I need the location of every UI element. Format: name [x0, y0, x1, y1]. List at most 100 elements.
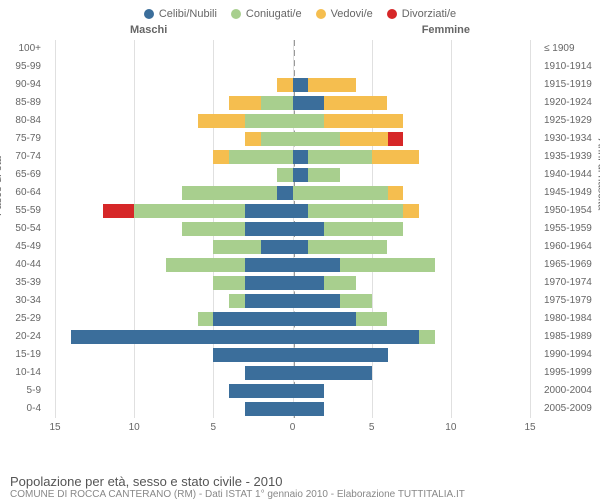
age-tick: 95-99 — [15, 62, 41, 72]
segment — [182, 186, 277, 201]
female-bar — [293, 384, 531, 399]
bar-row — [55, 186, 530, 201]
bar-row — [55, 114, 530, 129]
segment — [324, 222, 403, 237]
x-tick: 5 — [369, 422, 375, 433]
segment — [308, 150, 371, 165]
x-tick: 0 — [290, 422, 296, 433]
segment — [166, 258, 245, 273]
bar-row — [55, 78, 530, 93]
female-bar — [293, 294, 531, 309]
plot-area — [55, 40, 530, 418]
female-bar — [293, 132, 531, 147]
segment — [388, 186, 404, 201]
segment — [372, 150, 420, 165]
age-tick: 75-79 — [15, 134, 41, 144]
segment — [324, 276, 356, 291]
male-bar — [55, 186, 293, 201]
segment — [340, 258, 435, 273]
age-tick: 0-4 — [27, 404, 41, 414]
age-axis: 100+95-9990-9485-8980-8475-7970-7465-696… — [0, 40, 45, 440]
female-bar — [293, 240, 531, 255]
segment — [308, 78, 356, 93]
male-bar — [55, 204, 293, 219]
male-bar — [55, 258, 293, 273]
female-bar — [293, 78, 531, 93]
segment — [213, 312, 292, 327]
legend-item: Divorziati/e — [387, 8, 456, 20]
age-tick: 65-69 — [15, 170, 41, 180]
birth-tick: 1920-1924 — [544, 98, 592, 108]
female-bar — [293, 60, 531, 75]
age-tick: 30-34 — [15, 296, 41, 306]
age-tick: 80-84 — [15, 116, 41, 126]
segment — [293, 186, 388, 201]
legend-swatch — [316, 9, 326, 19]
male-bar — [55, 294, 293, 309]
bar-row — [55, 96, 530, 111]
female-bar — [293, 348, 531, 363]
segment — [71, 330, 293, 345]
segment — [293, 276, 325, 291]
male-bar — [55, 222, 293, 237]
segment — [293, 150, 309, 165]
segment — [308, 240, 387, 255]
bar-row — [55, 132, 530, 147]
birth-tick: 1990-1994 — [544, 350, 592, 360]
male-bar — [55, 384, 293, 399]
bar-row — [55, 168, 530, 183]
bar-row — [55, 312, 530, 327]
legend: Celibi/NubiliConiugati/eVedovi/eDivorzia… — [0, 0, 600, 24]
female-bar — [293, 276, 531, 291]
legend-swatch — [231, 9, 241, 19]
birth-tick: 1980-1984 — [544, 314, 592, 324]
age-tick: 35-39 — [15, 278, 41, 288]
female-bar — [293, 330, 531, 345]
male-bar — [55, 132, 293, 147]
birth-tick: 1915-1919 — [544, 80, 592, 90]
birth-tick: 1975-1979 — [544, 296, 592, 306]
x-tick: 10 — [445, 422, 456, 433]
x-tick: 10 — [129, 422, 140, 433]
age-tick: 90-94 — [15, 80, 41, 90]
bar-row — [55, 294, 530, 309]
male-bar — [55, 402, 293, 417]
segment — [293, 78, 309, 93]
segment — [229, 294, 245, 309]
birth-tick: 1945-1949 — [544, 188, 592, 198]
male-bar — [55, 150, 293, 165]
segment — [245, 114, 293, 129]
bar-row — [55, 258, 530, 273]
age-tick: 60-64 — [15, 188, 41, 198]
birth-tick: 1995-1999 — [544, 368, 592, 378]
segment — [419, 330, 435, 345]
male-bar — [55, 312, 293, 327]
gender-headers: Maschi Femmine — [0, 24, 600, 40]
bar-row — [55, 366, 530, 381]
age-tick: 70-74 — [15, 152, 41, 162]
male-header: Maschi — [130, 24, 167, 36]
birth-tick: 2000-2004 — [544, 386, 592, 396]
segment — [245, 132, 261, 147]
female-bar — [293, 204, 531, 219]
age-tick: 5-9 — [27, 386, 41, 396]
birth-tick: 1960-1964 — [544, 242, 592, 252]
segment — [293, 222, 325, 237]
segment — [103, 204, 135, 219]
birth-tick: ≤ 1909 — [544, 44, 575, 54]
segment — [293, 114, 325, 129]
bar-row — [55, 348, 530, 363]
birth-tick: 1955-1959 — [544, 224, 592, 234]
birth-tick: 1925-1929 — [544, 116, 592, 126]
female-bar — [293, 42, 531, 57]
segment — [134, 204, 245, 219]
segment — [245, 204, 293, 219]
bar-row — [55, 222, 530, 237]
birth-tick: 1985-1989 — [544, 332, 592, 342]
male-bar — [55, 330, 293, 345]
bar-row — [55, 330, 530, 345]
birth-tick: 1950-1954 — [544, 206, 592, 216]
segment — [293, 294, 341, 309]
segment — [293, 330, 420, 345]
age-tick: 85-89 — [15, 98, 41, 108]
